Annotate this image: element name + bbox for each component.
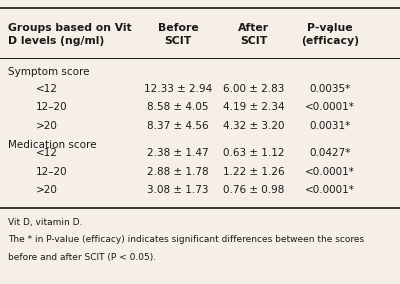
Text: 12.33 ± 2.94: 12.33 ± 2.94: [144, 83, 212, 94]
Text: 0.0427*: 0.0427*: [309, 148, 351, 158]
Text: 1.22 ± 1.26: 1.22 ± 1.26: [223, 166, 285, 177]
Text: 12–20: 12–20: [36, 102, 68, 112]
Text: 4.19 ± 2.34: 4.19 ± 2.34: [223, 102, 285, 112]
Text: 8.58 ± 4.05: 8.58 ± 4.05: [147, 102, 209, 112]
Text: 6.00 ± 2.83: 6.00 ± 2.83: [223, 83, 285, 94]
Text: 12–20: 12–20: [36, 166, 68, 177]
Text: <0.0001*: <0.0001*: [305, 185, 355, 195]
Text: >20: >20: [36, 185, 58, 195]
Text: <12: <12: [36, 83, 58, 94]
Text: Medication score: Medication score: [8, 140, 96, 150]
Text: Symptom score: Symptom score: [8, 66, 90, 77]
Text: 4.32 ± 3.20: 4.32 ± 3.20: [223, 121, 285, 131]
Text: Groups based on Vit
D levels (ng/ml): Groups based on Vit D levels (ng/ml): [8, 23, 132, 46]
Text: 0.0035*: 0.0035*: [309, 83, 351, 94]
Text: After
SCIT: After SCIT: [238, 23, 270, 46]
Text: 0.63 ± 1.12: 0.63 ± 1.12: [223, 148, 285, 158]
Text: <0.0001*: <0.0001*: [305, 166, 355, 177]
Text: 2.88 ± 1.78: 2.88 ± 1.78: [147, 166, 209, 177]
Text: <0.0001*: <0.0001*: [305, 102, 355, 112]
Text: 8.37 ± 4.56: 8.37 ± 4.56: [147, 121, 209, 131]
Text: 3.08 ± 1.73: 3.08 ± 1.73: [147, 185, 209, 195]
Text: before and after SCIT (P < 0.05).: before and after SCIT (P < 0.05).: [8, 252, 156, 262]
Text: 2.38 ± 1.47: 2.38 ± 1.47: [147, 148, 209, 158]
Text: 0.76 ± 0.98: 0.76 ± 0.98: [223, 185, 285, 195]
Text: >20: >20: [36, 121, 58, 131]
Text: 0.0031*: 0.0031*: [309, 121, 351, 131]
Text: P-value
(efficacy): P-value (efficacy): [301, 23, 359, 46]
Text: Before
SCIT: Before SCIT: [158, 23, 198, 46]
Text: ’: ’: [328, 30, 332, 40]
Text: <12: <12: [36, 148, 58, 158]
Text: Vit D, vitamin D.: Vit D, vitamin D.: [8, 218, 82, 227]
Text: The * in P-value (efficacy) indicates significant differences between the scores: The * in P-value (efficacy) indicates si…: [8, 235, 364, 245]
